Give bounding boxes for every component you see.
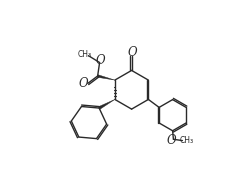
Text: O: O — [79, 77, 89, 90]
Polygon shape — [98, 99, 115, 109]
Text: O: O — [95, 54, 105, 67]
Polygon shape — [97, 75, 115, 80]
Text: O: O — [167, 134, 176, 147]
Text: O: O — [127, 46, 137, 59]
Text: CH₃: CH₃ — [180, 136, 193, 145]
Text: CH₃: CH₃ — [78, 50, 92, 58]
